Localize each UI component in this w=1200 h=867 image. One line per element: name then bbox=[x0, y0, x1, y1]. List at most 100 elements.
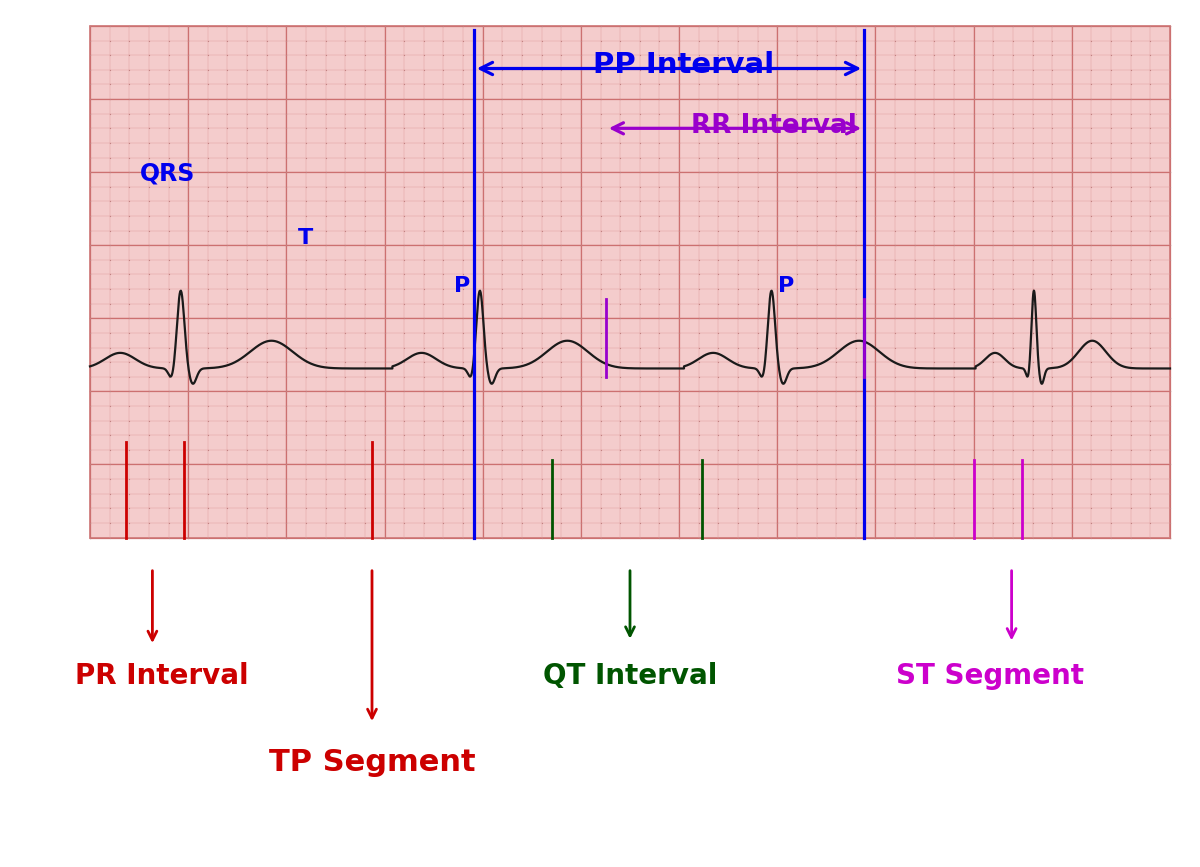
Point bbox=[787, 297, 806, 310]
Point bbox=[316, 19, 335, 33]
Point bbox=[296, 209, 316, 223]
Point bbox=[827, 282, 846, 296]
Point bbox=[728, 443, 748, 457]
Point bbox=[316, 194, 335, 208]
Point bbox=[748, 370, 767, 384]
Point bbox=[728, 531, 748, 544]
Point bbox=[158, 531, 178, 544]
Point bbox=[846, 311, 865, 325]
Point bbox=[473, 92, 492, 106]
Point bbox=[689, 531, 708, 544]
Point bbox=[179, 311, 198, 325]
Point bbox=[806, 34, 826, 48]
Point bbox=[630, 486, 649, 500]
Point bbox=[611, 92, 630, 106]
Point bbox=[670, 121, 689, 135]
Point bbox=[395, 341, 414, 355]
Point bbox=[748, 166, 767, 179]
Point bbox=[689, 151, 708, 165]
Point bbox=[689, 341, 708, 355]
Point bbox=[630, 326, 649, 340]
Point bbox=[670, 297, 689, 310]
Point bbox=[1102, 238, 1121, 252]
Point bbox=[1160, 501, 1180, 515]
Point bbox=[355, 179, 374, 193]
Point bbox=[1022, 166, 1042, 179]
Point bbox=[120, 166, 139, 179]
Point bbox=[827, 179, 846, 193]
Point bbox=[964, 282, 983, 296]
Point bbox=[316, 151, 335, 165]
Point bbox=[257, 414, 276, 427]
Point bbox=[434, 34, 454, 48]
Point bbox=[257, 121, 276, 135]
Point bbox=[1160, 194, 1180, 208]
Point bbox=[1003, 443, 1022, 457]
Point bbox=[571, 224, 590, 238]
Point bbox=[964, 414, 983, 427]
Point bbox=[905, 473, 924, 486]
Point bbox=[984, 238, 1003, 252]
Point bbox=[1121, 486, 1140, 500]
Point bbox=[728, 326, 748, 340]
Point bbox=[611, 501, 630, 515]
Point bbox=[827, 136, 846, 150]
Point bbox=[100, 399, 119, 413]
Point bbox=[650, 268, 670, 282]
Point bbox=[964, 384, 983, 398]
Point bbox=[1022, 77, 1042, 91]
Point bbox=[512, 194, 532, 208]
Point bbox=[1062, 531, 1081, 544]
Point bbox=[689, 121, 708, 135]
Point bbox=[120, 414, 139, 427]
Point bbox=[590, 531, 610, 544]
Point bbox=[374, 326, 394, 340]
Point bbox=[277, 63, 296, 77]
Point bbox=[1141, 311, 1160, 325]
Point bbox=[768, 399, 787, 413]
Point bbox=[611, 253, 630, 267]
Point bbox=[100, 473, 119, 486]
Point bbox=[1022, 63, 1042, 77]
Point bbox=[709, 443, 728, 457]
Point bbox=[866, 209, 886, 223]
Point bbox=[100, 341, 119, 355]
Point bbox=[454, 121, 473, 135]
Point bbox=[1121, 428, 1140, 442]
Point bbox=[1141, 63, 1160, 77]
Point bbox=[866, 486, 886, 500]
Point bbox=[336, 253, 355, 267]
Point bbox=[1160, 34, 1180, 48]
Point bbox=[630, 443, 649, 457]
Point bbox=[886, 531, 905, 544]
Point bbox=[100, 238, 119, 252]
Point bbox=[179, 473, 198, 486]
Point bbox=[846, 166, 865, 179]
Point bbox=[1102, 531, 1121, 544]
Point bbox=[316, 34, 335, 48]
Point bbox=[179, 179, 198, 193]
Point bbox=[257, 282, 276, 296]
Point bbox=[434, 355, 454, 369]
Point bbox=[257, 92, 276, 106]
Point bbox=[257, 166, 276, 179]
Point bbox=[179, 238, 198, 252]
Point bbox=[984, 49, 1003, 62]
Point bbox=[709, 501, 728, 515]
Point bbox=[944, 326, 964, 340]
Point bbox=[748, 121, 767, 135]
Point bbox=[218, 370, 238, 384]
Point bbox=[728, 179, 748, 193]
Point bbox=[532, 399, 551, 413]
Point bbox=[257, 224, 276, 238]
Point bbox=[1160, 326, 1180, 340]
Point bbox=[179, 63, 198, 77]
Point bbox=[689, 224, 708, 238]
Point bbox=[728, 516, 748, 530]
Point bbox=[414, 399, 433, 413]
Point bbox=[158, 19, 178, 33]
Point bbox=[493, 311, 512, 325]
Point bbox=[670, 486, 689, 500]
Point bbox=[806, 194, 826, 208]
Point bbox=[571, 399, 590, 413]
